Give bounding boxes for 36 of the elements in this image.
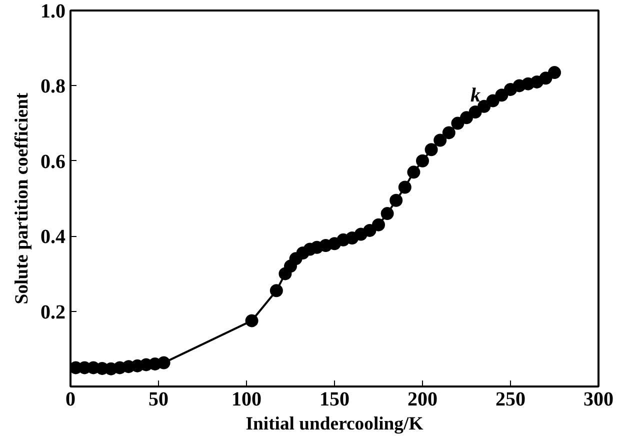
x-tick-label: 300 — [584, 388, 614, 410]
y-axis-title: Solute partition coefficient — [12, 92, 32, 304]
point — [539, 72, 552, 85]
y-tick-label: 0.2 — [40, 301, 66, 324]
y-tick-label: 1.0 — [40, 0, 66, 22]
point — [270, 284, 283, 298]
x-axis-title: Initial undercooling/K — [246, 414, 424, 434]
point — [434, 134, 447, 147]
x-tick-label: 0 — [66, 388, 76, 410]
point — [478, 100, 491, 113]
point — [157, 356, 170, 370]
point — [495, 88, 508, 102]
point — [380, 207, 394, 220]
x-tick-label: 250 — [496, 388, 526, 410]
point — [372, 218, 385, 232]
point — [442, 126, 456, 140]
point — [390, 194, 403, 207]
annotation: k — [470, 84, 480, 106]
point — [416, 154, 429, 168]
x-tick-label: 150 — [320, 388, 350, 410]
y-tick-label: 0.6 — [40, 150, 66, 173]
point — [468, 106, 482, 119]
point — [486, 94, 500, 108]
point — [548, 66, 561, 80]
point — [407, 166, 420, 179]
y-tick-label: 0.8 — [40, 76, 66, 98]
x-tick-label: 200 — [408, 388, 438, 410]
point — [424, 143, 438, 156]
point — [363, 224, 376, 237]
point — [460, 111, 473, 124]
point — [451, 116, 464, 130]
point — [398, 180, 412, 194]
x-tick-label: 100 — [232, 388, 262, 410]
point — [245, 314, 258, 328]
x-tick-label: 50 — [148, 388, 168, 410]
y-tick-label: 0.4 — [40, 226, 66, 248]
